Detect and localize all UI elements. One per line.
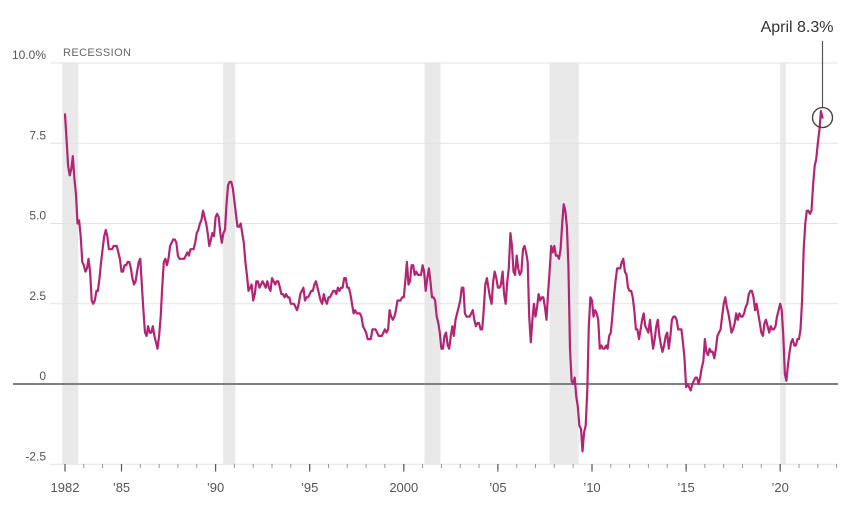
recession-band	[223, 63, 236, 464]
recession-legend-label: RECESSION	[63, 47, 132, 59]
recession-band	[424, 63, 441, 464]
x-axis-label: ’95	[301, 480, 318, 495]
recession-band	[549, 63, 579, 464]
recession-band	[780, 63, 786, 464]
x-axis-label: ’15	[677, 480, 694, 495]
y-axis-label: -2.5	[25, 449, 46, 463]
annotation-label: April 8.3%	[760, 19, 834, 36]
y-axis-label: 2.5	[29, 289, 46, 303]
y-axis-label: 7.5	[29, 128, 46, 142]
x-axis-label: 1982	[51, 480, 80, 495]
x-axis-label: ’20	[772, 480, 789, 495]
x-axis-label: 2000	[389, 480, 418, 495]
y-axis-label: 5.0	[29, 209, 46, 223]
annotation-circle	[811, 106, 834, 129]
inflation-line	[63, 109, 824, 453]
y-axis-label: 0	[39, 369, 46, 383]
x-axis-label: ’90	[207, 480, 224, 495]
x-axis-label: ’05	[489, 480, 506, 495]
y-axis-label: 10.0%	[12, 48, 46, 62]
x-axis-label: ’10	[583, 480, 600, 495]
x-axis-label: ’85	[113, 480, 130, 495]
